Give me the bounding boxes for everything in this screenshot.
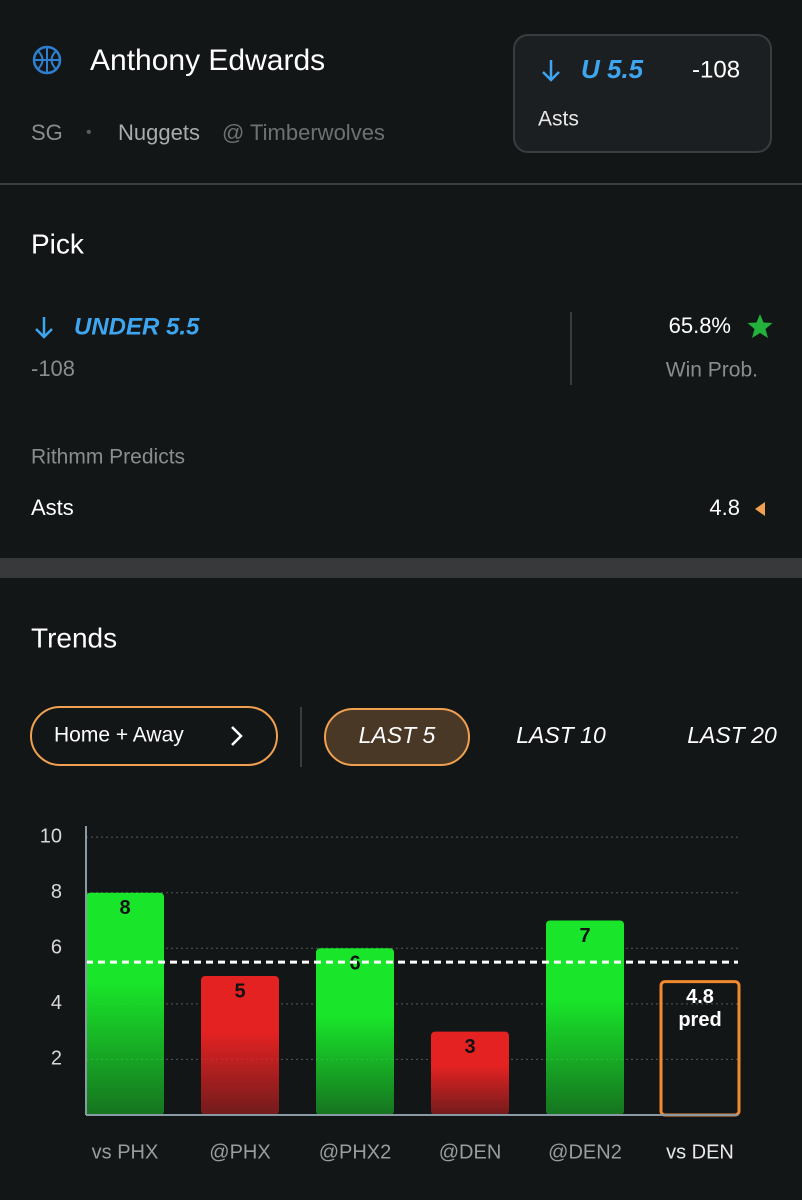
prediction: 4.8 (709, 495, 740, 520)
bar-value-label: 7 (579, 925, 590, 947)
trends-section: Trends Home + Away LAST 5 LAST 10 LAST 2… (30, 622, 777, 767)
down-arrow (35, 317, 53, 339)
filter-label: Home + Away (54, 724, 184, 747)
bar (86, 892, 164, 1115)
tab[interactable]: LAST 10 (516, 722, 606, 748)
bar-value-label: 8 (119, 897, 130, 919)
team: Nuggets (118, 120, 200, 145)
player-name: Anthony Edwards (90, 44, 325, 77)
opponent: @ Timberwolves (222, 120, 385, 145)
separator: • (86, 124, 92, 141)
y-tick-label: 10 (40, 825, 62, 847)
x-tick-label: vs DEN (666, 1141, 734, 1163)
bar-value-label: 4.8 (686, 986, 714, 1008)
y-tick-label: 6 (51, 937, 62, 959)
predicts-label: Rithmm Predicts (31, 446, 185, 469)
selection: UNDER 5.5 (74, 313, 200, 340)
chevron (231, 726, 243, 746)
bar-value-label: 5 (234, 980, 245, 1002)
win-prob: 65.8% (669, 313, 731, 338)
header: Anthony Edwards SG • Nuggets @ Timberwol… (31, 34, 772, 153)
bar (201, 976, 279, 1115)
tab[interactable]: LAST 5 (359, 722, 436, 748)
x-tick-label: @DEN (439, 1141, 502, 1163)
bar (546, 920, 624, 1115)
section-title: Trends (31, 622, 117, 653)
x-tick-label: vs PHX (92, 1141, 159, 1163)
badge-pick: U 5.5 (581, 54, 644, 84)
position: SG (31, 120, 63, 145)
bar-value-label: 3 (464, 1036, 475, 1058)
y-tick-label: 8 (51, 881, 62, 903)
bar (431, 1031, 509, 1115)
triangle-icon (755, 502, 765, 516)
x-tick-label: @PHX (209, 1141, 270, 1163)
win-prob-label: Win Prob. (666, 359, 758, 382)
badge-stat: Asts (538, 108, 579, 131)
tab-active[interactable] (324, 708, 470, 766)
tab[interactable]: LAST 20 (687, 722, 777, 748)
bar-note-label: pred (678, 1009, 721, 1031)
down-arrow (542, 60, 560, 82)
badge[interactable] (513, 34, 772, 153)
y-tick-label: 4 (51, 992, 62, 1014)
section-title: Pick (31, 228, 85, 259)
bar (316, 948, 394, 1115)
ball-lines (34, 47, 60, 73)
filter-button[interactable] (30, 706, 278, 766)
badge-odds: -108 (692, 56, 740, 83)
separator-bar (0, 558, 802, 578)
x-tick-label: @PHX2 (319, 1141, 392, 1163)
star-icon (747, 314, 773, 338)
y-tick-label: 2 (51, 1048, 62, 1070)
pick-section: Pick UNDER 5.5 -108 65.8% Win Prob. Rith… (31, 228, 773, 520)
odds: -108 (31, 356, 75, 381)
stat: Asts (31, 495, 74, 520)
x-tick-label: @DEN2 (548, 1141, 622, 1163)
